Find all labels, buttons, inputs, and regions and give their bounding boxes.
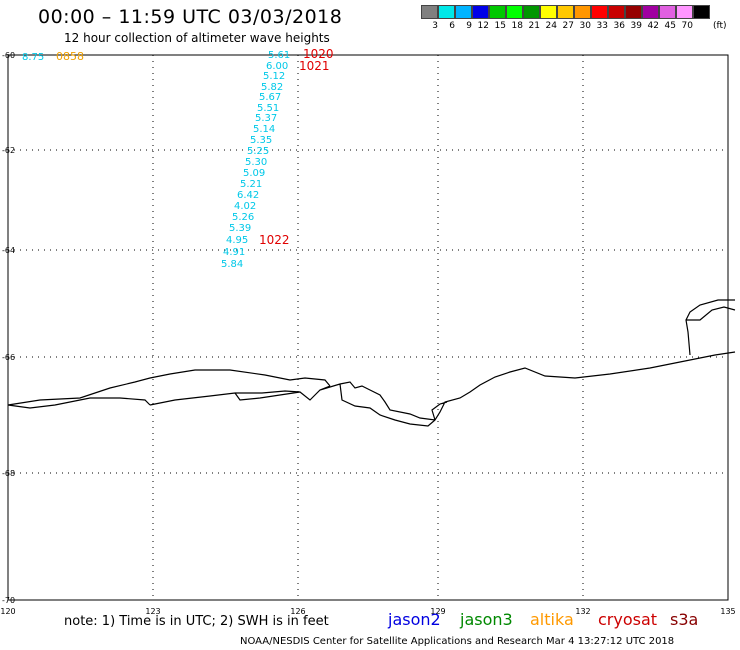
color-swatch	[693, 5, 710, 19]
color-swatch	[455, 5, 472, 19]
wave-height-value: 4.02	[234, 201, 256, 212]
latitude-label: -70	[2, 596, 15, 605]
wave-height-value: 5.67	[259, 92, 281, 103]
color-legend-label: 33	[596, 21, 608, 31]
wave-height-value: 5.84	[221, 259, 243, 270]
longitude-label: 126	[290, 607, 305, 616]
color-swatch	[506, 5, 523, 19]
color-legend-label: 12	[477, 21, 489, 31]
longitude-label: 123	[145, 607, 160, 616]
color-swatch	[659, 5, 676, 19]
latitude-label: -60	[2, 51, 15, 60]
wave-height-value: 6.00	[266, 61, 288, 72]
wave-height-value: 5.09	[243, 168, 265, 179]
satellite-name: jason3	[460, 610, 513, 629]
wave-height-value: 5.30	[245, 157, 267, 168]
color-legend-unit: (ft)	[713, 21, 727, 31]
map-subtitle: 12 hour collection of altimeter wave hei…	[64, 31, 330, 45]
longitude-label: 129	[430, 607, 445, 616]
satellite-name: jason2	[388, 610, 441, 629]
wave-height-value: 5.82	[261, 82, 283, 93]
color-legend-label: 42	[647, 21, 659, 31]
color-legend-label: 24	[545, 21, 557, 31]
color-legend-label: 36	[613, 21, 625, 31]
lat-lon-grid	[8, 55, 728, 600]
color-swatch	[472, 5, 489, 19]
color-swatch	[540, 5, 557, 19]
wave-height-value: 5.14	[253, 124, 275, 135]
footer-note: note: 1) Time is in UTC; 2) SWH is in fe…	[64, 614, 329, 629]
wave-height-value: 5.25	[247, 146, 269, 157]
wave-height-value: 5.26	[232, 212, 254, 223]
longitude-label: 132	[575, 607, 590, 616]
wave-height-value: 8.75	[22, 52, 44, 63]
color-swatch	[591, 5, 608, 19]
color-legend-label: 30	[579, 21, 591, 31]
satellite-track: 5.616.005.125.825.675.515.375.145.355.25…	[22, 47, 334, 270]
color-swatch	[523, 5, 540, 19]
color-swatch	[489, 5, 506, 19]
color-swatch	[421, 5, 438, 19]
antarctic-coastline	[7, 299, 736, 427]
color-swatch	[557, 5, 574, 19]
color-legend-label: 15	[494, 21, 506, 31]
wave-height-value: 4.91	[223, 247, 245, 258]
satellite-name: cryosat	[598, 610, 658, 629]
latitude-label: -62	[2, 146, 15, 155]
pass-time-label: 1020	[303, 47, 334, 61]
wave-height-value: 5.35	[250, 135, 272, 146]
latitude-label: -66	[2, 353, 15, 362]
color-legend-labels: 3 6 9 12 15 18 21 24 27 30 33 36 39 42 45 70	[421, 21, 693, 31]
wave-height-value: 6.42	[237, 190, 259, 201]
color-legend-label: 27	[562, 21, 574, 31]
color-legend-label: 9	[466, 21, 472, 31]
wave-height-color-legend	[421, 5, 710, 19]
wave-height-value: 5.39	[229, 223, 251, 234]
wave-height-value: 5.37	[255, 113, 277, 124]
axis-labels: -60 -62 -64 -66 -68 -70 120 123 126 129 132 135	[0, 51, 735, 616]
satellite-name: altika	[530, 610, 574, 629]
color-legend-label: 21	[528, 21, 540, 31]
color-legend-label: 18	[511, 21, 523, 31]
color-legend-label: 39	[630, 21, 642, 31]
color-legend-label: 3	[432, 21, 438, 31]
map-title: 00:00 – 11:59 UTC 03/03/2018	[38, 6, 343, 28]
color-swatch	[625, 5, 642, 19]
color-swatch	[676, 5, 693, 19]
wave-height-value: 5.12	[263, 71, 285, 82]
wave-height-value: 4.95	[226, 235, 248, 246]
latitude-label: -68	[2, 469, 15, 478]
color-legend-label: 6	[449, 21, 455, 31]
satellite-name: s3a	[670, 610, 699, 629]
pass-time-label: 0858	[56, 50, 84, 63]
color-legend-label: 70	[681, 21, 693, 31]
footer-credit: NOAA/NESDIS Center for Satellite Applica…	[240, 636, 675, 647]
wave-height-value: 5.51	[257, 103, 279, 114]
longitude-label: 120	[0, 607, 15, 616]
wave-height-value: 5.61	[268, 50, 290, 61]
color-swatch	[438, 5, 455, 19]
color-swatch	[642, 5, 659, 19]
pass-time-label: 1022	[259, 233, 290, 247]
wave-height-value: 5.21	[240, 179, 262, 190]
map-frame	[7, 54, 729, 601]
latitude-label: -64	[2, 246, 15, 255]
color-swatch	[574, 5, 591, 19]
pass-time-label: 1021	[299, 59, 330, 73]
color-swatch	[608, 5, 625, 19]
color-legend-label: 45	[664, 21, 676, 31]
longitude-label: 135	[720, 607, 735, 616]
